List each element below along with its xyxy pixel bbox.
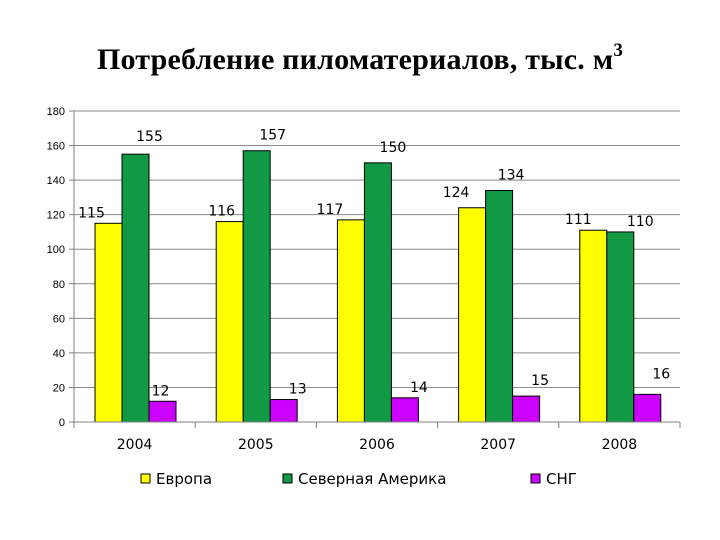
legend-label: Европа (156, 470, 212, 488)
chart-title: Потребление пиломатериалов, тыс. м3 (0, 40, 720, 77)
data-label: 111 (565, 212, 592, 228)
legend: Европа Северная Америка СНГ (140, 470, 577, 488)
data-label: 15 (531, 373, 549, 389)
y-tick-label: 120 (47, 210, 65, 222)
data-label: 150 (380, 140, 407, 156)
bar (606, 231, 635, 423)
legend-label: СНГ (546, 470, 577, 488)
x-tick-label: 2008 (602, 437, 638, 453)
data-labels: 115 155 12 116 157 13 117 150 14 124 134 15 111 110 16 (78, 128, 670, 400)
data-label: 14 (410, 380, 428, 396)
bar (121, 153, 150, 423)
bar (363, 162, 392, 423)
data-label: 110 (627, 214, 654, 230)
x-tick-label: 2005 (238, 437, 274, 453)
x-tick-label: 2006 (359, 437, 395, 453)
bar (390, 397, 419, 423)
bar (269, 399, 298, 423)
data-label: 157 (259, 128, 286, 144)
data-label: 116 (208, 204, 235, 220)
y-tick-label: 140 (47, 175, 65, 187)
bar (215, 221, 244, 423)
bar (336, 219, 365, 423)
y-tick-label: 60 (53, 313, 65, 325)
legend-swatch (140, 473, 151, 484)
data-label: 124 (443, 185, 470, 201)
chart-title-text: Потребление пиломатериалов, тыс. м (96, 43, 614, 76)
bar (485, 189, 514, 423)
data-label: 117 (317, 202, 344, 218)
bar (94, 222, 123, 423)
y-tick-label: 20 (53, 382, 65, 394)
data-label: 16 (652, 366, 670, 382)
y-tick-label: 180 (47, 106, 65, 118)
bar (512, 395, 541, 423)
y-tick-label: 40 (53, 348, 65, 360)
x-axis: 2004 2005 2006 2007 2008 (73, 421, 681, 453)
legend-label: Северная Америка (298, 470, 446, 488)
bar (242, 150, 271, 423)
bar (579, 229, 608, 423)
bars (94, 150, 662, 423)
y-axis: 0 20 40 60 80 100 120 140 160 180 (47, 106, 75, 429)
bar (633, 393, 662, 423)
chart-title-superscript: 3 (613, 40, 624, 61)
bar (458, 207, 487, 423)
data-label: 12 (152, 383, 170, 399)
legend-swatch (530, 473, 541, 484)
y-tick-label: 80 (53, 279, 65, 291)
y-tick-label: 100 (47, 244, 65, 256)
x-tick-label: 2004 (117, 437, 153, 453)
y-tick-label: 160 (47, 141, 65, 153)
data-label: 13 (289, 382, 307, 398)
data-label: 134 (498, 167, 525, 183)
data-label: 115 (78, 205, 105, 221)
bar (148, 400, 177, 423)
legend-swatch (282, 473, 293, 484)
x-tick-label: 2007 (480, 437, 516, 453)
y-tick-label: 0 (59, 417, 65, 429)
data-label: 155 (136, 129, 163, 145)
